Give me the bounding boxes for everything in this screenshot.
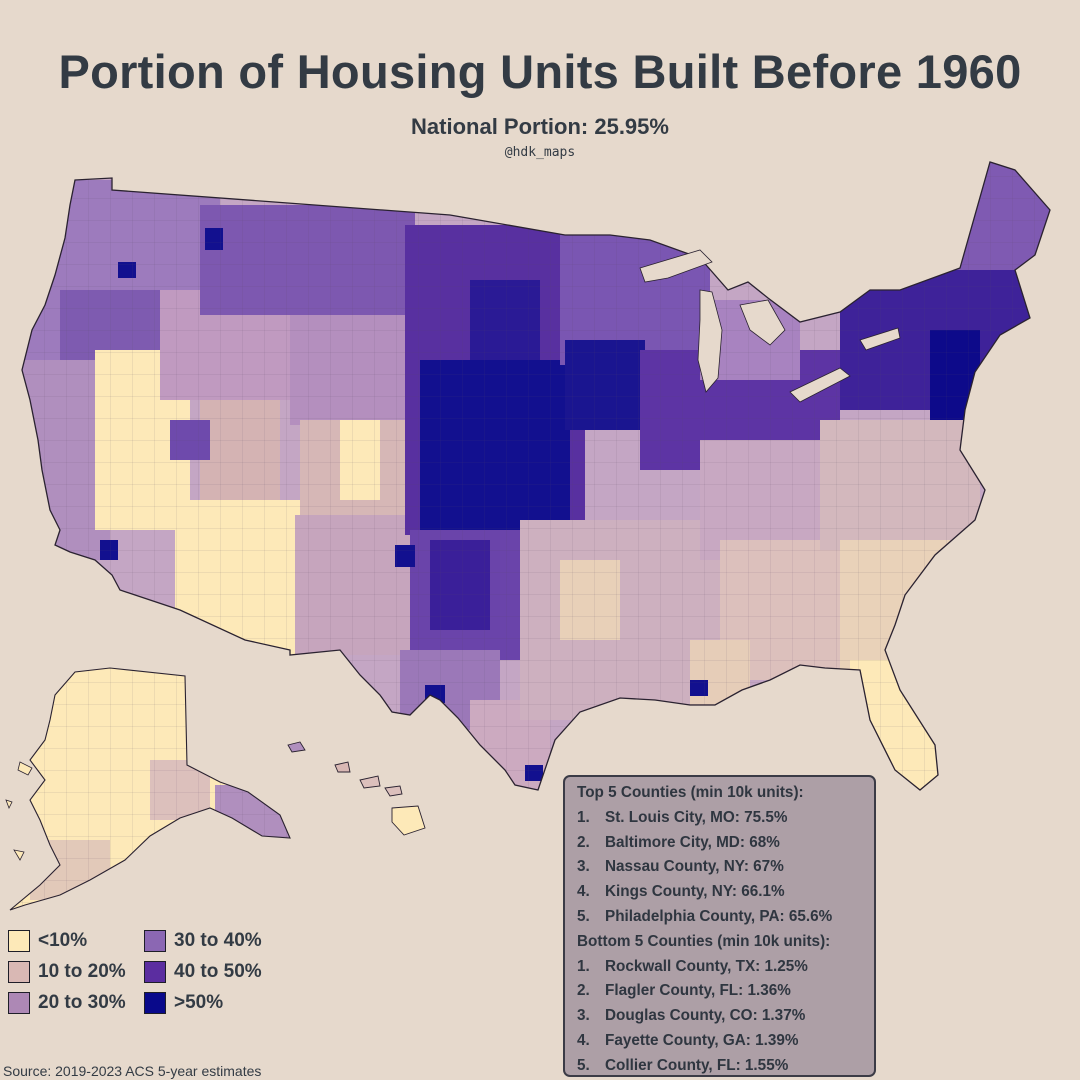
county-entry: Philadelphia County, PA: 65.6% — [605, 907, 833, 925]
county-entry: Collier County, FL: 1.55% — [605, 1056, 789, 1074]
author-handle: @hdk_maps — [504, 145, 576, 160]
contiguous-us-outline — [21, 161, 1051, 791]
legend-label: 40 to 50% — [174, 960, 262, 982]
rank-number: 5. — [577, 907, 590, 925]
top-counties-header: Top 5 Counties (min 10k units): — [577, 784, 804, 801]
legend-swatch — [8, 991, 30, 1014]
legend-item-40-to-50: 40 to 50% — [144, 959, 284, 984]
top-county-row: 4. Kings County, NY: 66.1% — [577, 880, 874, 905]
legend: <10% 30 to 40% 10 to 20% 40 to 50% 20 to… — [8, 928, 298, 1015]
top-county-row: 3. Nassau County, NY: 67% — [577, 855, 874, 880]
county-entry: St. Louis City, MO: 75.5% — [605, 808, 788, 826]
rank-number: 1. — [577, 957, 590, 975]
map-title: Portion of Housing Units Built Before 19… — [58, 45, 1022, 98]
legend-label: <10% — [38, 929, 88, 951]
legend-item-20-to-30: 20 to 30% — [8, 990, 144, 1015]
legend-swatch — [144, 991, 166, 1014]
rank-number: 3. — [577, 1007, 590, 1025]
legend-label: >50% — [174, 991, 224, 1013]
bottom-county-row: 1. Rockwall County, TX: 1.25% — [577, 955, 874, 980]
legend-item-30-to-40: 30 to 40% — [144, 928, 284, 953]
alaska-outline — [9, 667, 291, 911]
source-note: Source: 2019-2023 ACS 5-year estimates — [3, 1063, 262, 1079]
county-entry: Kings County, NY: 66.1% — [605, 883, 785, 901]
bottom-county-row: 5. Collier County, FL: 1.55% — [577, 1054, 874, 1079]
legend-swatch — [8, 929, 30, 952]
county-entry: Flagler County, FL: 1.36% — [605, 982, 791, 1000]
rank-number: 1. — [577, 808, 590, 826]
bottom-county-row: 3. Douglas County, CO: 1.37% — [577, 1004, 874, 1029]
county-entry: Fayette County, GA: 1.39% — [605, 1031, 799, 1049]
legend-label: 20 to 30% — [38, 991, 126, 1013]
bottom-counties-header: Bottom 5 Counties (min 10k units): — [577, 932, 831, 950]
legend-item-under-10: <10% — [8, 928, 144, 953]
legend-swatch — [144, 960, 166, 983]
top-county-row: 1. St. Louis City, MO: 75.5% — [577, 806, 874, 831]
legend-label: 10 to 20% — [38, 960, 126, 982]
alaska-islands — [5, 761, 33, 861]
rank-number: 4. — [577, 883, 590, 901]
great-lakes — [639, 249, 901, 403]
national-portion-subtitle: National Portion: 25.95% — [411, 114, 669, 139]
county-entry: Nassau County, NY: 67% — [605, 858, 784, 876]
legend-swatch — [144, 929, 166, 952]
rank-number: 2. — [577, 833, 590, 851]
legend-item-over-50: >50% — [144, 990, 284, 1015]
hawaii — [287, 741, 426, 836]
alaska — [10, 668, 290, 910]
legend-swatch — [8, 960, 30, 983]
top-county-row: 5. Philadelphia County, PA: 65.6% — [577, 905, 874, 930]
top-county-row: 2. Baltimore City, MD: 68% — [577, 831, 874, 856]
bottom-county-row: 2. Flagler County, FL: 1.36% — [577, 979, 874, 1004]
rank-number: 2. — [577, 982, 590, 1000]
rank-number: 5. — [577, 1056, 590, 1074]
county-entry: Rockwall County, TX: 1.25% — [605, 957, 808, 975]
rank-number: 4. — [577, 1031, 590, 1049]
bottom-county-row: 4. Fayette County, GA: 1.39% — [577, 1029, 874, 1054]
legend-label: 30 to 40% — [174, 929, 262, 951]
county-entry: Baltimore City, MD: 68% — [605, 833, 780, 851]
county-rankings-panel: Top 5 Counties (min 10k units): 1. St. Lo… — [563, 775, 876, 1077]
legend-item-10-to-20: 10 to 20% — [8, 959, 144, 984]
county-entry: Douglas County, CO: 1.37% — [605, 1007, 806, 1025]
rank-number: 3. — [577, 858, 590, 876]
